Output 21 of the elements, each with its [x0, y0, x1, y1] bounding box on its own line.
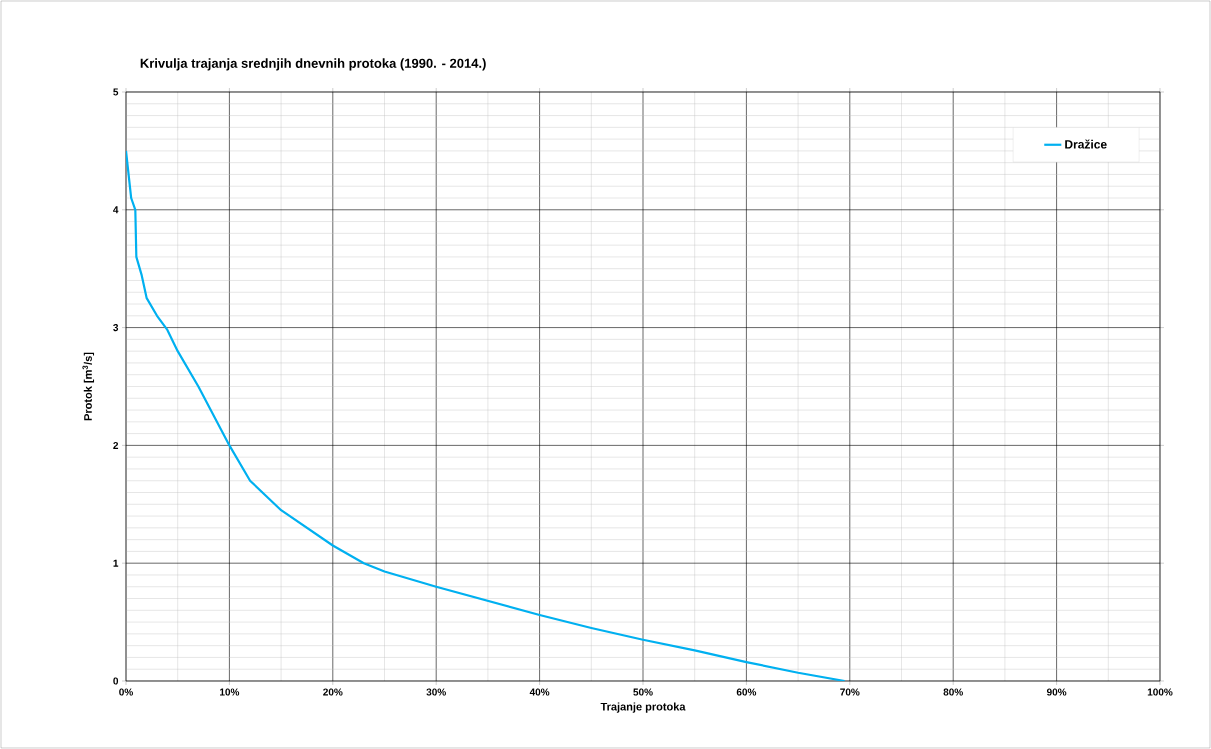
x-tick-label: 70% [840, 688, 860, 696]
y-tick-label: 1 [113, 559, 119, 567]
x-axis-title: Trajanje protoka [600, 702, 686, 713]
y-axis-title: Protok [m$^{3}$/s] [82, 352, 95, 421]
x-tick-label: 80% [943, 688, 963, 696]
y-tick-label: 4 [113, 206, 119, 214]
x-tick-label: 100% [1147, 688, 1173, 696]
x-tick-label: 20% [323, 688, 343, 696]
y-tick-label: 5 [113, 88, 119, 96]
x-tick-label: 0% [119, 688, 133, 696]
y-tick-label: 3 [113, 324, 119, 332]
x-tick-label: 90% [1046, 688, 1067, 696]
x-tick-label: 50% [633, 688, 653, 696]
legend-label: Dražice [1065, 139, 1107, 149]
x-tick-label: 60% [736, 688, 757, 696]
x-tick-label: 10% [220, 688, 240, 696]
x-tick-label: 40% [529, 688, 550, 696]
chart-title: Krivulja trajanja srednjih dnevnih protoka (1990. - 2014.) [140, 58, 486, 71]
x-tick-label: 30% [426, 688, 446, 696]
y-tick-label: 0 [113, 677, 119, 685]
y-tick-label: 2 [113, 441, 119, 449]
